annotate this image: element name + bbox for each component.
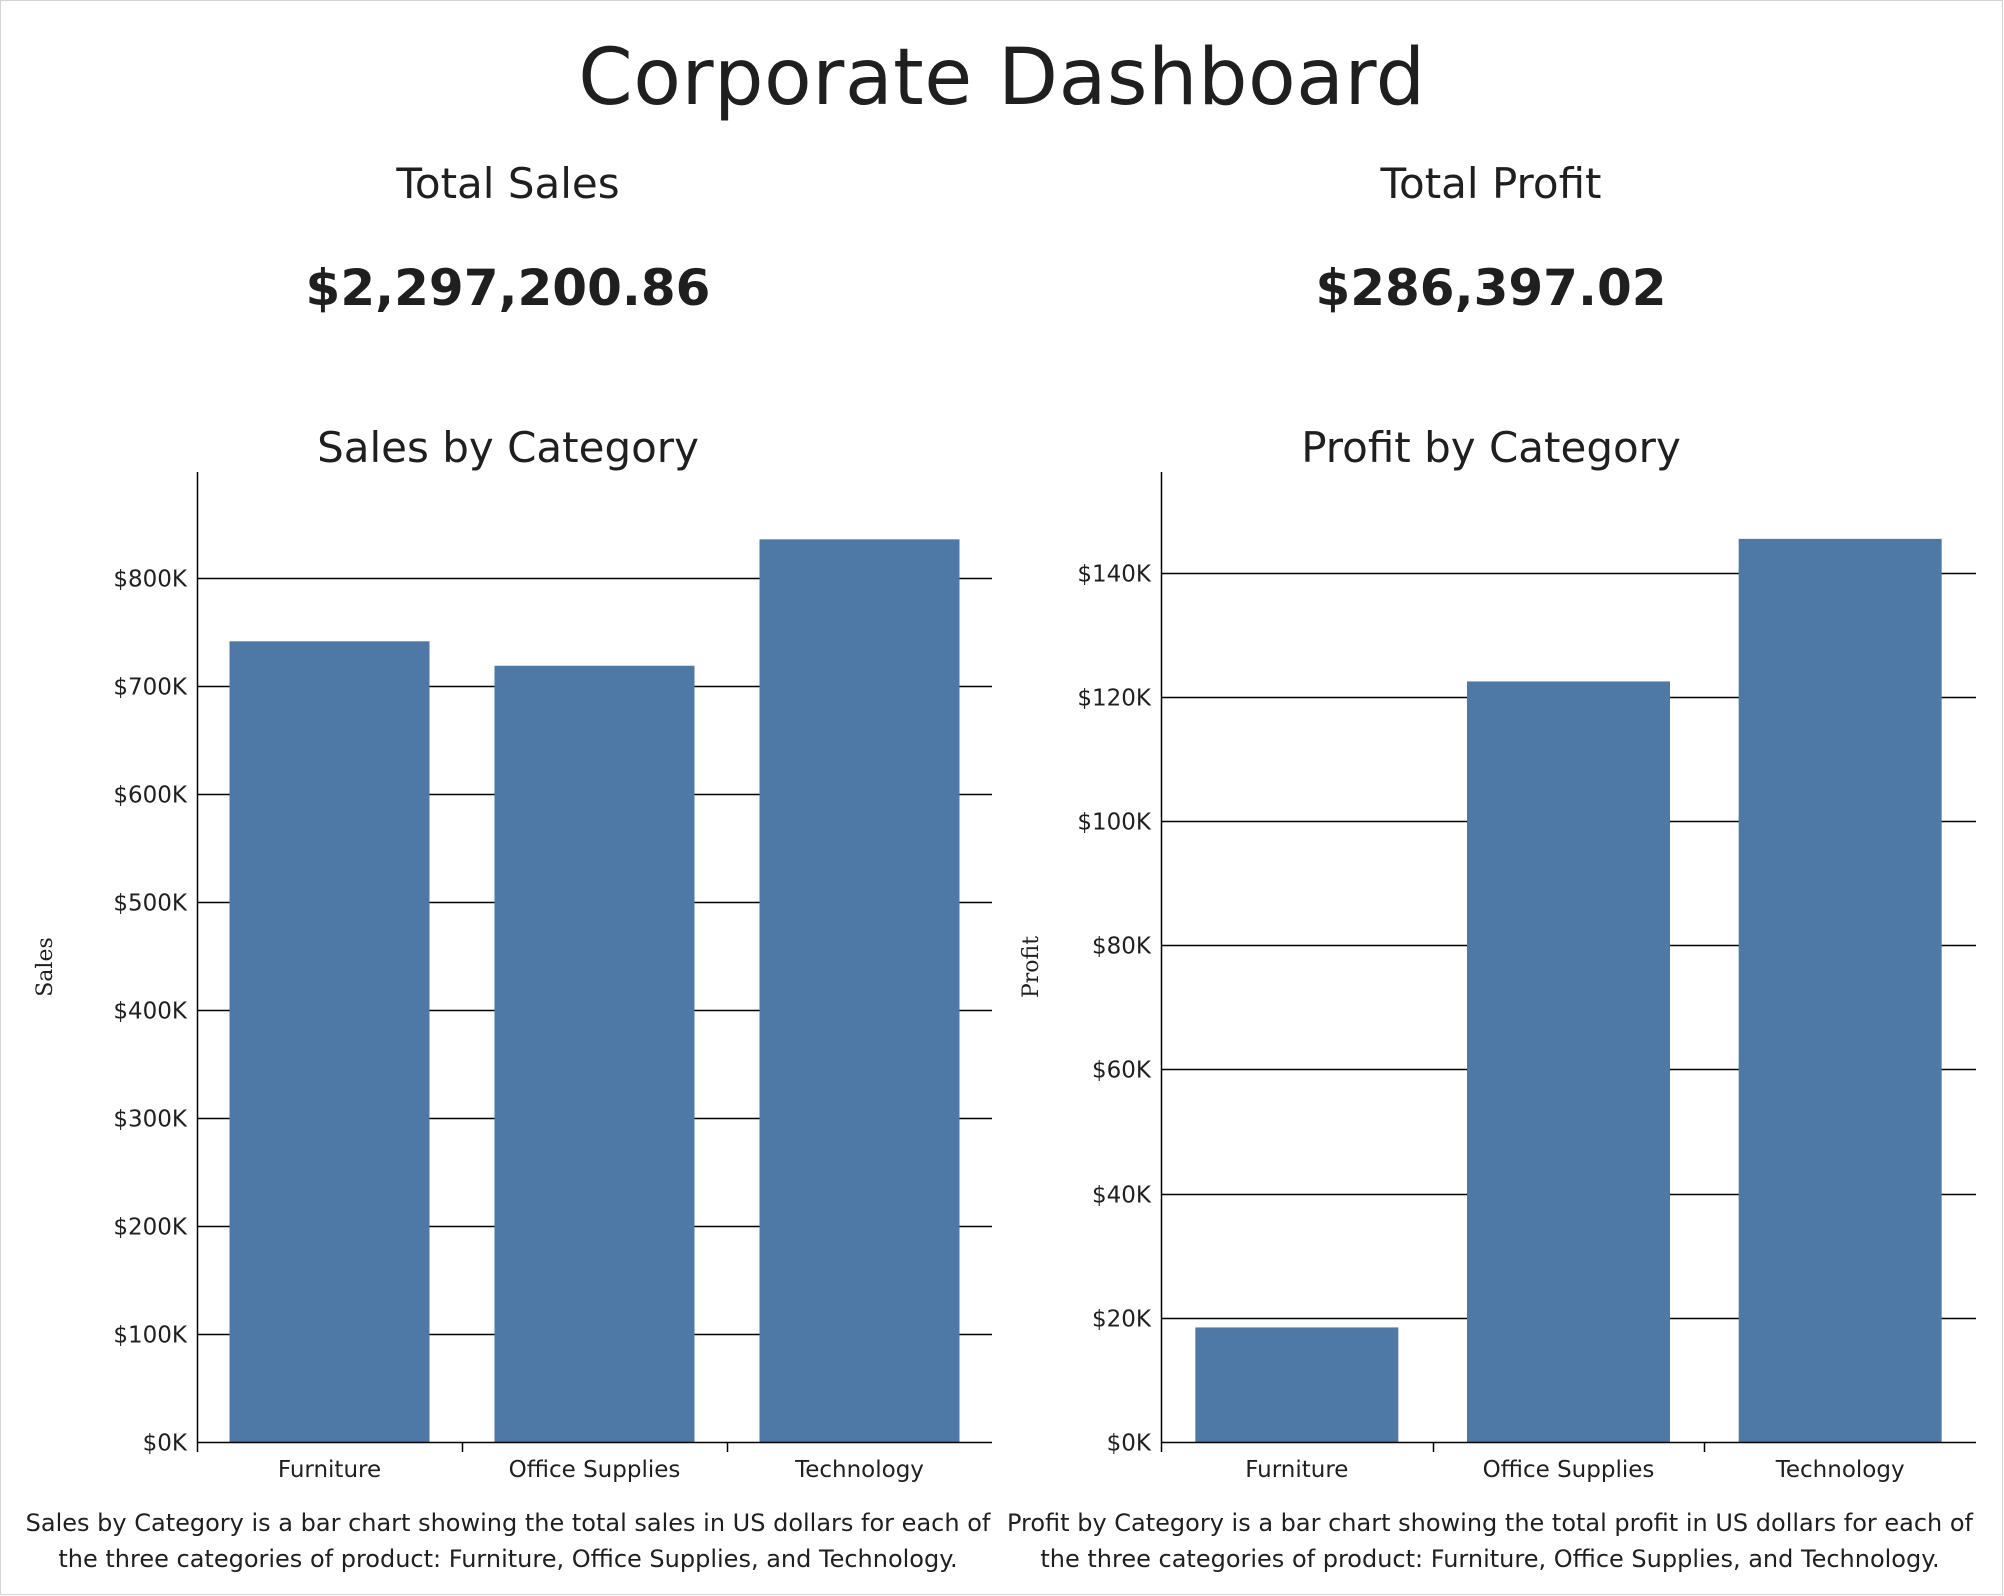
total-profit-label: Total Profit [1380, 159, 1602, 208]
sales-y-tick-label: $800K [113, 567, 188, 593]
profit-y-axis-title: Profit [1019, 936, 1044, 998]
profit-y-tick-label: $0K [1107, 1431, 1152, 1457]
sales-chart-caption: Sales by Category is a bar chart showing… [25, 1509, 991, 1573]
sales-y-axis-title: Sales [33, 937, 58, 997]
sales-y-tick-label: $0K [143, 1431, 188, 1457]
sales-y-tick-label: $400K [113, 999, 188, 1025]
profit-x-tick-label: Technology [1775, 1457, 1905, 1483]
sales-bar-technology[interactable] [759, 539, 960, 1442]
total-sales-value: $2,297,200.86 [305, 259, 711, 317]
sales-bar-furniture[interactable] [229, 641, 430, 1442]
sales-bar-office-supplies[interactable] [494, 665, 695, 1442]
profit-y-tick-label: $40K [1092, 1183, 1152, 1209]
profit-y-tick-label: $140K [1077, 562, 1152, 588]
sales-y-tick-label: $700K [113, 675, 188, 701]
profit-bar-furniture[interactable] [1195, 1327, 1399, 1442]
profit-y-tick-label: $60K [1092, 1058, 1152, 1084]
profit-bar-office-supplies[interactable] [1467, 681, 1670, 1442]
sales-y-tick-label: $500K [113, 891, 188, 917]
profit-chart-caption: Profit by Category is a bar chart showin… [1006, 1509, 1974, 1573]
profit-x-tick-label: Furniture [1245, 1457, 1348, 1483]
sales-y-tick-label: $100K [113, 1323, 188, 1349]
sales-x-tick-label: Furniture [278, 1457, 381, 1483]
profit-y-tick-label: $120K [1077, 686, 1152, 712]
sales-y-tick-label: $600K [113, 783, 188, 809]
total-sales-label: Total Sales [396, 159, 620, 208]
profit-y-tick-label: $80K [1092, 934, 1152, 960]
total-profit-value: $286,397.02 [1315, 259, 1667, 317]
profit-x-tick-label: Office Supplies [1483, 1457, 1655, 1483]
sales-by-category-chart: $0K $100K $200K $300K $400K $500K $600K $700K $8… [33, 472, 992, 1483]
profit-chart-title: Profit by Category [1301, 423, 1681, 472]
profit-y-tick-label: $100K [1077, 810, 1152, 836]
profit-y-tick-label: $20K [1092, 1307, 1152, 1333]
profit-by-category-chart: $0K $20K $40K $60K $80K $100K $120K $140K Furnit… [1019, 472, 1976, 1483]
sales-x-tick-label: Technology [794, 1457, 924, 1483]
sales-x-tick-label: Office Supplies [509, 1457, 681, 1483]
profit-bar-technology[interactable] [1738, 538, 1942, 1442]
dashboard-title: Corporate Dashboard [578, 33, 1426, 123]
sales-y-tick-label: $200K [113, 1215, 188, 1241]
sales-chart-title: Sales by Category [317, 423, 699, 472]
sales-y-tick-label: $300K [113, 1107, 188, 1133]
